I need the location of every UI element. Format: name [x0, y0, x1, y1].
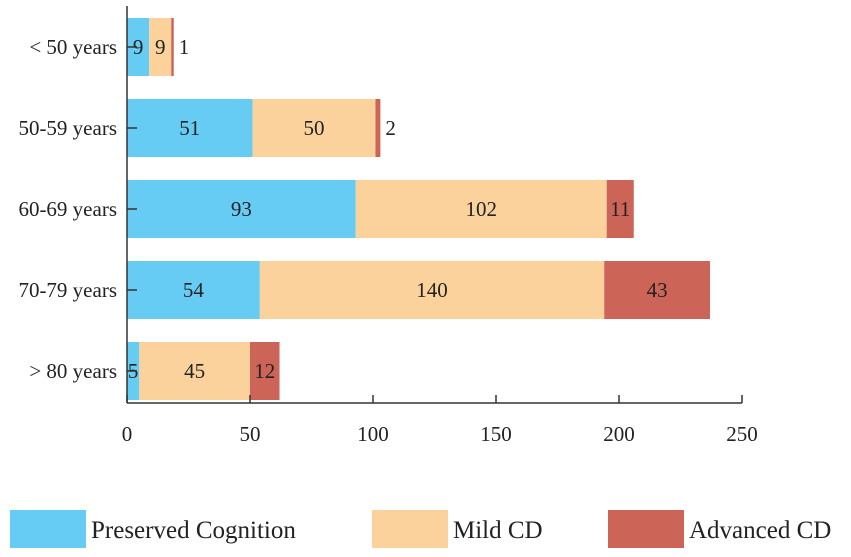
- bar-preserved-cognition-60-69-years: [127, 180, 356, 238]
- bar-preserved-cognition-50-years: [127, 18, 150, 76]
- bar-advanced-cd-80-years: [250, 342, 280, 400]
- data-label-advanced-cd-80-years: 12: [254, 359, 275, 383]
- y-axis: < 50 years 50-59 years 60-69 years 70-79 ye…: [18, 6, 137, 403]
- bar-mild-cd-50-years: [149, 18, 172, 76]
- legend-swatch-advanced-cd: [608, 510, 684, 548]
- legend-label-preserved-cognition: Preserved Cognition: [91, 517, 296, 544]
- bar-mild-cd-80-years: [139, 342, 250, 400]
- y-tick-label-60-69-years: 60-69 years: [18, 197, 117, 221]
- x-tick-label-0: 0: [122, 422, 133, 446]
- x-tick-label-50: 50: [240, 422, 261, 446]
- y-tick-label-50-years: < 50 years: [29, 35, 117, 59]
- legend-label-advanced-cd: Advanced CD: [689, 517, 831, 544]
- y-tick-label-80-years: > 80 years: [29, 359, 117, 383]
- bar-advanced-cd-50-59-years: [375, 99, 381, 157]
- x-axis: 0 50 100 150 200 250: [122, 395, 758, 446]
- data-label-preserved-cognition-50-59-years: 51: [179, 116, 200, 140]
- data-label-advanced-cd-50-59-years: 2: [385, 116, 396, 140]
- bar-advanced-cd-60-69-years: [606, 180, 634, 238]
- bar-advanced-cd-70-79-years: [604, 261, 711, 319]
- data-label-preserved-cognition-60-69-years: 93: [231, 197, 252, 221]
- data-label-mild-cd-60-69-years: 102: [465, 197, 497, 221]
- bar-preserved-cognition-50-59-years: [127, 99, 253, 157]
- x-tick-label-100: 100: [357, 422, 389, 446]
- bar-mild-cd-60-69-years: [355, 180, 607, 238]
- data-label-mild-cd-50-years: 9: [155, 35, 166, 59]
- bar-preserved-cognition-70-79-years: [127, 261, 260, 319]
- data-label-advanced-cd-60-69-years: 11: [610, 197, 630, 221]
- data-label-advanced-cd-50-years: 1: [179, 35, 190, 59]
- legend: Preserved Cognition Mild CD Advanced CD: [10, 510, 831, 548]
- data-label-advanced-cd-70-79-years: 43: [647, 278, 668, 302]
- bar-mild-cd-50-59-years: [252, 99, 376, 157]
- x-tick-label-150: 150: [480, 422, 512, 446]
- data-label-mild-cd-80-years: 45: [184, 359, 205, 383]
- y-tick-label-50-59-years: 50-59 years: [18, 116, 117, 140]
- legend-label-mild-cd: Mild CD: [453, 517, 543, 544]
- x-tick-label-200: 200: [603, 422, 635, 446]
- bar-mild-cd-70-79-years: [259, 261, 605, 319]
- data-label-mild-cd-50-59-years: 50: [303, 116, 324, 140]
- x-tick-label-250: 250: [726, 422, 758, 446]
- data-label-preserved-cognition-50-years: 9: [133, 35, 144, 59]
- legend-swatch-mild-cd: [372, 510, 448, 548]
- y-tick-label-70-79-years: 70-79 years: [18, 278, 117, 302]
- bar-advanced-cd-50-years: [171, 18, 174, 76]
- legend-swatch-preserved-cognition: [10, 510, 86, 548]
- data-label-mild-cd-70-79-years: 140: [416, 278, 448, 302]
- data-label-preserved-cognition-70-79-years: 54: [183, 278, 205, 302]
